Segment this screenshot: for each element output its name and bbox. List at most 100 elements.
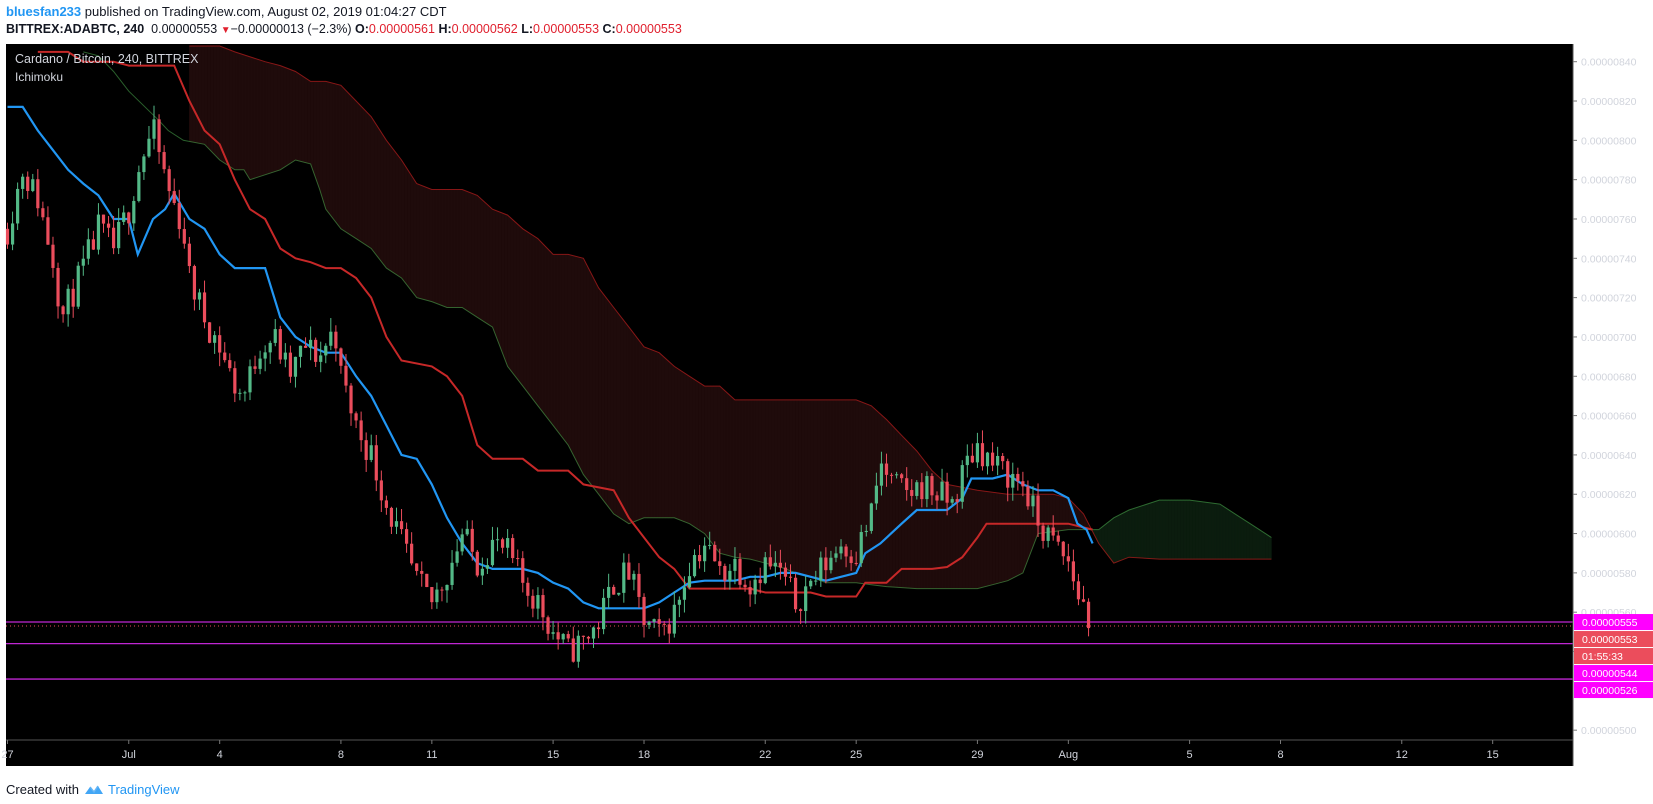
cloud-segment xyxy=(1246,521,1251,560)
candle-body xyxy=(950,499,954,503)
cloud-segment xyxy=(337,84,342,230)
candle-body xyxy=(258,358,262,369)
candle-body xyxy=(703,545,707,562)
candle-body xyxy=(182,229,186,244)
candle-body xyxy=(945,481,949,503)
candle-body xyxy=(1001,455,1005,462)
time-tick-label: 15 xyxy=(547,749,559,761)
cloud-segment xyxy=(286,67,290,167)
price-tick-label: 0.00000660 xyxy=(1581,411,1637,423)
candle-body xyxy=(531,595,535,609)
candle-body xyxy=(460,534,464,552)
candle-body xyxy=(101,214,106,224)
cloud-segment xyxy=(680,369,684,522)
cloud-segment xyxy=(786,399,790,571)
cloud-segment xyxy=(386,139,390,271)
cloud-segment xyxy=(1122,511,1127,560)
candle-body xyxy=(71,288,75,307)
price-tick-label: 0.00000800 xyxy=(1581,135,1637,147)
cloud-segment xyxy=(773,399,778,567)
cloud-segment xyxy=(495,209,499,343)
cloud-segment xyxy=(649,348,654,519)
cloud-segment xyxy=(282,66,287,169)
candle-body xyxy=(374,445,378,481)
cloud-segment xyxy=(767,399,772,565)
cloud-segment xyxy=(222,46,226,165)
candle-body xyxy=(541,595,545,618)
cloud-segment xyxy=(589,269,593,488)
cloud-segment xyxy=(622,318,627,523)
candle-body xyxy=(576,635,580,662)
cloud-segment xyxy=(383,134,387,269)
candle-body xyxy=(81,258,85,266)
cloud-segment xyxy=(1062,496,1066,531)
indicator-label[interactable]: Ichimoku xyxy=(15,70,64,84)
candle-body xyxy=(657,619,661,624)
cloud-segment xyxy=(422,185,427,301)
cloud-segment xyxy=(770,399,775,566)
candle-body xyxy=(379,480,383,501)
candle-body xyxy=(1041,525,1045,541)
cloud-segment xyxy=(992,491,996,586)
cloud-segment xyxy=(476,194,481,320)
cloud-segment xyxy=(458,189,463,308)
candle-body xyxy=(925,476,929,500)
cloud-segment xyxy=(725,390,730,556)
created-with-text: Created with xyxy=(6,782,79,797)
candle-body xyxy=(546,617,550,634)
cloud-segment xyxy=(704,385,709,539)
tradingview-brand-link[interactable]: TradingView xyxy=(107,782,180,797)
candle-body xyxy=(596,627,601,630)
candle-body xyxy=(536,595,540,609)
cloud-segment xyxy=(655,351,660,519)
price-tick-label: 0.00000580 xyxy=(1581,568,1637,580)
cloud-segment xyxy=(404,163,408,287)
candle-body xyxy=(728,570,732,581)
candle-body xyxy=(970,455,974,463)
candle-body xyxy=(1026,486,1030,507)
price-tick-label: 0.00000600 xyxy=(1581,529,1637,541)
candle-body xyxy=(783,567,788,577)
cloud-segment xyxy=(322,81,327,210)
candle-body xyxy=(167,169,171,192)
cloud-segment xyxy=(971,488,975,589)
candle-body xyxy=(935,495,939,501)
cloud-segment xyxy=(1262,531,1266,560)
cloud-segment xyxy=(249,56,254,181)
candle-body xyxy=(859,532,863,564)
cloud-segment xyxy=(880,413,884,587)
author-link[interactable]: bluesfan233 xyxy=(6,4,82,19)
cloud-segment xyxy=(998,492,1003,584)
cloud-segment xyxy=(1219,503,1224,560)
candle-body xyxy=(5,228,10,245)
candle-body xyxy=(839,546,843,554)
time-tick-label: 29 xyxy=(971,749,983,761)
cloud-segment xyxy=(540,241,545,415)
time-axis[interactable]: 27 Jul 4 8 11 15 18 22 25 29 Aug 5 8 12 15 xyxy=(1,740,1499,761)
cloud-segment xyxy=(867,404,872,586)
cloud-segment xyxy=(573,255,578,463)
cloud-segment xyxy=(270,62,275,174)
candle-body xyxy=(490,539,495,566)
candle-body xyxy=(844,546,848,557)
cloud-segment xyxy=(258,59,263,178)
cloud-segment xyxy=(546,247,551,423)
candle-body xyxy=(920,482,924,500)
cloud-segment xyxy=(276,64,281,172)
ohlc-header: BITTREX:ADABTC, 240 0.00000553 ▼−0.00000… xyxy=(6,22,682,36)
cloud-segment xyxy=(264,61,269,176)
senkou-span-a-line xyxy=(83,51,1272,590)
cloud-segment xyxy=(792,399,796,574)
cloud-segment xyxy=(643,346,648,519)
cloud-segment xyxy=(440,189,445,307)
cloud-segment xyxy=(225,47,230,167)
candle-body xyxy=(591,627,596,639)
candle-body xyxy=(637,573,641,597)
candle-body xyxy=(1021,481,1025,487)
candle-body xyxy=(571,638,575,662)
cloud-segment xyxy=(1134,506,1139,559)
cloud-segment xyxy=(1131,507,1136,558)
cloud-segment xyxy=(1104,521,1108,557)
candle-body xyxy=(137,172,141,201)
